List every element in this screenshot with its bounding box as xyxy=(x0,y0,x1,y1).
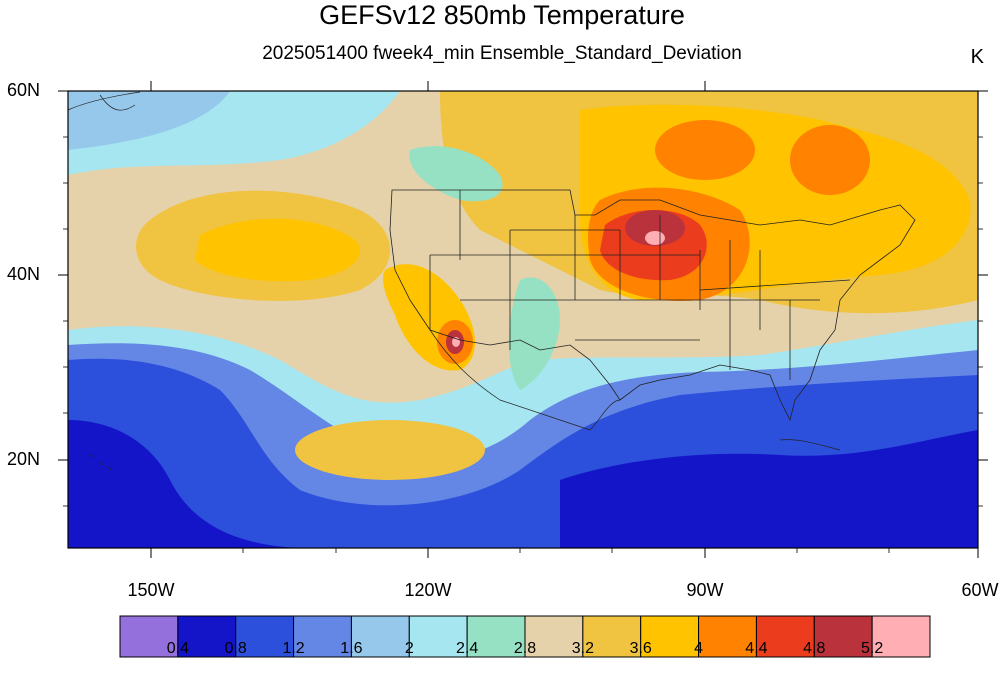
colorbar-tick-label: 5.2 xyxy=(861,640,884,657)
field-lobe-eastern-pacific xyxy=(295,420,485,480)
colorbar-tick-label: 3.2 xyxy=(571,640,594,657)
field-lobe-northeast-pacific-core xyxy=(195,218,360,282)
lat-label-60n: 60N xyxy=(6,80,40,100)
field-northwest-cooler xyxy=(68,91,230,150)
field-band-caribbean-deep xyxy=(560,430,978,548)
lat-label-20n: 20N xyxy=(6,449,40,469)
map-frame xyxy=(67,90,979,549)
lat-label-40n: 40N xyxy=(6,264,40,284)
hawaii-coast xyxy=(89,454,112,471)
field-upper-midwest-peak xyxy=(645,231,665,245)
colorbar-swatch xyxy=(350,615,410,658)
colorbar-tick-label: 4.8 xyxy=(803,640,826,657)
field-central-canada xyxy=(655,120,755,180)
colorbar-tick-label: 1.2 xyxy=(282,640,305,657)
alaska-coast xyxy=(67,91,141,111)
state-boundaries xyxy=(389,189,916,422)
colorbar-swatch xyxy=(466,615,526,658)
axis-minor-ticks xyxy=(63,136,983,553)
colorbar-tick-label: 1.6 xyxy=(340,640,363,657)
mexico-coast xyxy=(429,329,621,431)
field-hudson-bay xyxy=(790,125,870,195)
state-lines xyxy=(429,190,851,380)
colorbar-swatch xyxy=(408,615,468,658)
lon-label-150w: 150W xyxy=(127,580,175,600)
colorbar-tick-label: 2.4 xyxy=(456,640,479,657)
colorbar-swatch xyxy=(119,615,179,658)
field-north-cool-tongue xyxy=(409,146,503,202)
colorbar-tick-label: 2 xyxy=(404,640,414,657)
colorbar-tick-label: 2.8 xyxy=(513,640,537,657)
page-title: GEFSv12 850mb Temperature xyxy=(319,0,685,30)
us-outline xyxy=(389,189,916,422)
units-label: K xyxy=(970,46,984,68)
colorbar-tick-label: 4.4 xyxy=(745,640,768,657)
colorbar-tick-label: 3.6 xyxy=(629,640,652,657)
axis-ticks xyxy=(58,81,988,558)
colorbar-swatch xyxy=(177,615,237,658)
colorbar-swatch xyxy=(698,615,757,658)
lon-label-90w: 90W xyxy=(686,580,724,600)
field-band-south-deep xyxy=(68,420,300,548)
cuba-coast xyxy=(779,439,841,451)
lon-label-120w: 120W xyxy=(404,580,452,600)
colorbar xyxy=(119,615,931,658)
colorbar-tick-label: 4 xyxy=(694,640,704,657)
temperature-field xyxy=(68,91,978,548)
lon-label-60w: 60W xyxy=(961,580,999,600)
colorbar-swatch xyxy=(871,615,931,658)
colorbar-tick-label: 0.8 xyxy=(224,640,247,657)
coastlines xyxy=(67,91,841,471)
colorbar-tick-label: 0.4 xyxy=(166,640,189,657)
colorbar-swatch xyxy=(524,615,584,658)
field-central-cool xyxy=(508,277,560,390)
subtitle: 2025051400 fweek4_min Ensemble_Standard_… xyxy=(262,43,742,64)
field-upper-midwest-darkred xyxy=(625,210,685,246)
colorbar-swatch xyxy=(640,615,700,658)
colorbar-swatch xyxy=(582,615,642,658)
